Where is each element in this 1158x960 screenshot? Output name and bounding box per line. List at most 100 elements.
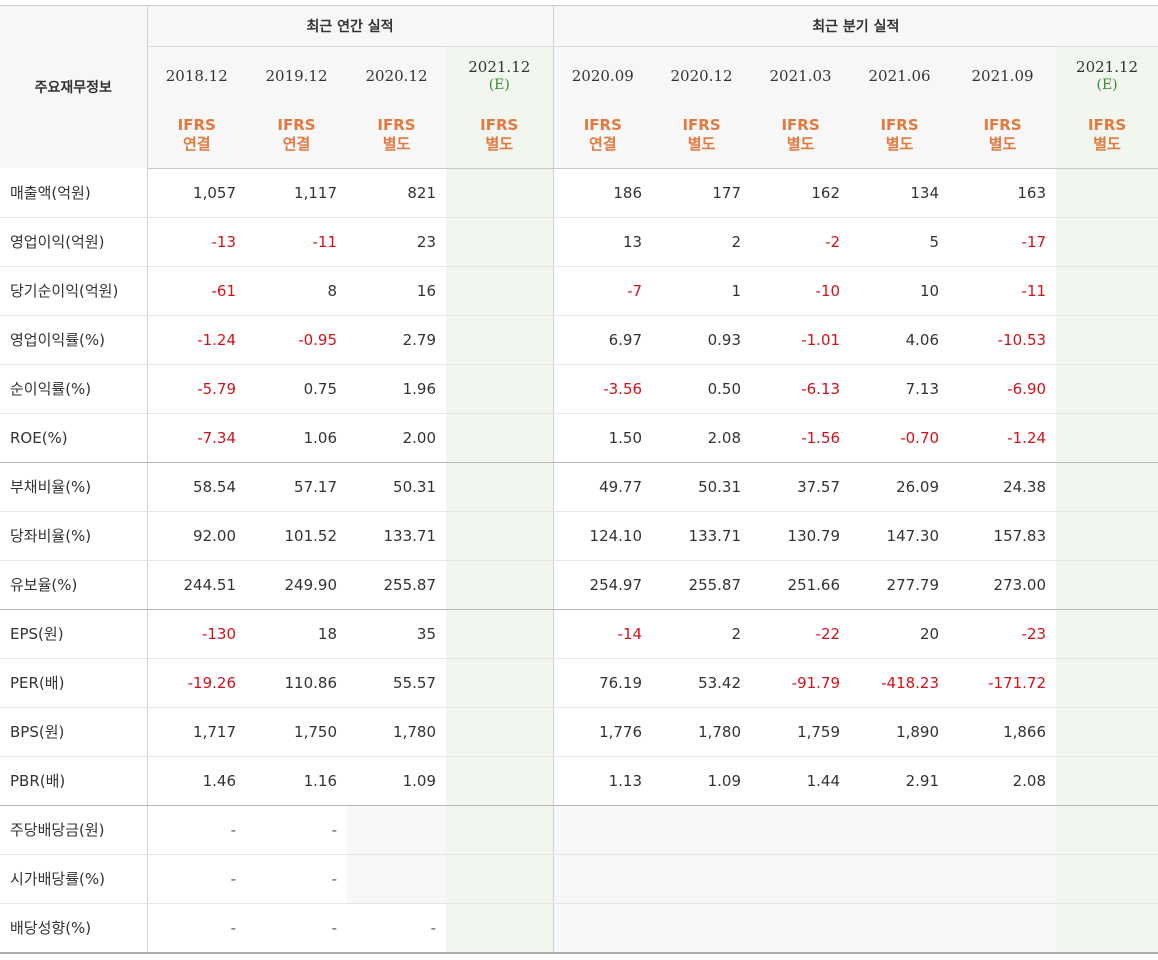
- table-cell: -1.24: [949, 413, 1057, 463]
- table-cell: 2: [652, 217, 752, 267]
- table-cell: -7: [552, 266, 653, 316]
- table-cell: [446, 609, 554, 659]
- table-row: 주당배당금(원) - -: [0, 805, 1158, 855]
- table-cell: -11: [246, 217, 347, 267]
- table-cell: [1056, 805, 1158, 855]
- table-cell: -: [147, 903, 246, 954]
- table-cell: 1,780: [347, 707, 446, 757]
- table-cell: [1056, 658, 1158, 708]
- table-cell: 244.51: [147, 560, 246, 610]
- table-cell: [1056, 413, 1158, 463]
- table-cell: -6.13: [751, 364, 851, 414]
- table-cell: 1.06: [246, 413, 347, 463]
- table-cell: 2.00: [347, 413, 446, 463]
- row-label: EPS(원): [0, 609, 148, 659]
- table-cell: 1,717: [147, 707, 246, 757]
- consolidation-type: 별도: [485, 135, 514, 153]
- column-date: 2020.12: [670, 66, 733, 85]
- accounting-standard: IFRS: [781, 116, 820, 134]
- table-cell: [949, 805, 1057, 855]
- consolidation-type: 별도: [687, 135, 716, 153]
- table-cell: 186: [552, 168, 653, 218]
- table-cell: 821: [347, 168, 446, 218]
- accounting-standard-header: IFRS 별도: [751, 104, 851, 169]
- table-cell: [1056, 707, 1158, 757]
- table-cell: [446, 903, 554, 954]
- column-date-header: 2021.06: [850, 46, 950, 104]
- table-cell: 53.42: [652, 658, 752, 708]
- table-row: BPS(원) 1,717 1,750 1,780 1,776 1,780 1,759 1,89…: [0, 707, 1158, 757]
- table-cell: [1056, 560, 1158, 610]
- table-cell: [850, 805, 950, 855]
- row-label: PER(배): [0, 658, 148, 708]
- table-cell: 1: [652, 266, 752, 316]
- table-cell: 1,890: [850, 707, 950, 757]
- table-row: 당좌비율(%) 92.00 101.52 133.71 124.10 133.71 130.…: [0, 511, 1158, 561]
- table-cell: -: [347, 903, 446, 954]
- accounting-standard: IFRS: [583, 116, 622, 134]
- table-cell: 13: [552, 217, 653, 267]
- date-header-row: 2018.12 2019.12 2020.12 2021.12 (E) 2020.09 20…: [0, 46, 1158, 104]
- table-row: EPS(원) -130 18 35 -14 2 -22 20 -23: [0, 609, 1158, 659]
- accounting-standard: IFRS: [1087, 116, 1127, 134]
- table-cell: [446, 168, 554, 218]
- accounting-standard: IFRS: [880, 116, 919, 134]
- accounting-standard: IFRS: [983, 116, 1022, 134]
- row-label: 시가배당률(%): [0, 854, 148, 904]
- table-cell: 0.93: [652, 315, 752, 365]
- row-label: 순이익률(%): [0, 364, 148, 414]
- table-cell: [446, 266, 554, 316]
- table-cell: -11: [949, 266, 1057, 316]
- table-cell: 277.79: [850, 560, 950, 610]
- table-cell: -: [147, 805, 246, 855]
- table-cell: -22: [751, 609, 851, 659]
- row-label: 당좌비율(%): [0, 511, 148, 561]
- table-cell: 50.31: [652, 462, 752, 512]
- table-row: 시가배당률(%) - -: [0, 854, 1158, 904]
- table-cell: [652, 903, 752, 954]
- table-cell: [1056, 266, 1158, 316]
- accounting-standard-header: IFRS 연결: [552, 104, 653, 169]
- table-cell: [446, 707, 554, 757]
- table-cell: [850, 854, 950, 904]
- table-cell: [751, 805, 851, 855]
- table-cell: 177: [652, 168, 752, 218]
- table-cell: -17: [949, 217, 1057, 267]
- column-date: 2018.12: [165, 66, 228, 85]
- table-cell: 58.54: [147, 462, 246, 512]
- table-row: 영업이익(억원) -13 -11 23 13 2 -2 5 -17: [0, 217, 1158, 267]
- row-label: BPS(원): [0, 707, 148, 757]
- annual-group-header: 최근 연간 실적: [147, 5, 554, 47]
- consolidation-type: 별도: [786, 135, 815, 153]
- table-cell: [1056, 217, 1158, 267]
- table-cell: [1056, 315, 1158, 365]
- accounting-standard: IFRS: [480, 116, 519, 134]
- table-cell: 4.06: [850, 315, 950, 365]
- table-cell: 24.38: [949, 462, 1057, 512]
- accounting-standard: IFRS: [277, 116, 316, 134]
- accounting-standard: IFRS: [177, 116, 216, 134]
- table-cell: [1056, 462, 1158, 512]
- row-label: 영업이익(억원): [0, 217, 148, 267]
- table-row: 순이익률(%) -5.79 0.75 1.96 -3.56 0.50 -6.13 7.13 -6…: [0, 364, 1158, 414]
- table-row: PBR(배) 1.46 1.16 1.09 1.13 1.09 1.44 2.91 2.08: [0, 756, 1158, 806]
- table-cell: 1.09: [347, 756, 446, 806]
- table-cell: 2: [652, 609, 752, 659]
- table-cell: 0.50: [652, 364, 752, 414]
- table-cell: 1.96: [347, 364, 446, 414]
- financial-summary-table: 주요재무정보 최근 연간 실적 최근 분기 실적 2018.12 2019.12 2…: [0, 5, 1158, 954]
- table-cell: -23: [949, 609, 1057, 659]
- table-cell: [949, 903, 1057, 954]
- table-cell: [552, 903, 653, 954]
- table-cell: 1.09: [652, 756, 752, 806]
- table-cell: 2.91: [850, 756, 950, 806]
- table-cell: 1.50: [552, 413, 653, 463]
- table-row: 배당성향(%) - - -: [0, 903, 1158, 954]
- column-date-header: 2020.12: [652, 46, 752, 104]
- table-cell: -2: [751, 217, 851, 267]
- table-cell: -7.34: [147, 413, 246, 463]
- table-cell: 162: [751, 168, 851, 218]
- table-cell: 57.17: [246, 462, 347, 512]
- column-date: 2020.12: [365, 66, 428, 85]
- table-cell: -19.26: [147, 658, 246, 708]
